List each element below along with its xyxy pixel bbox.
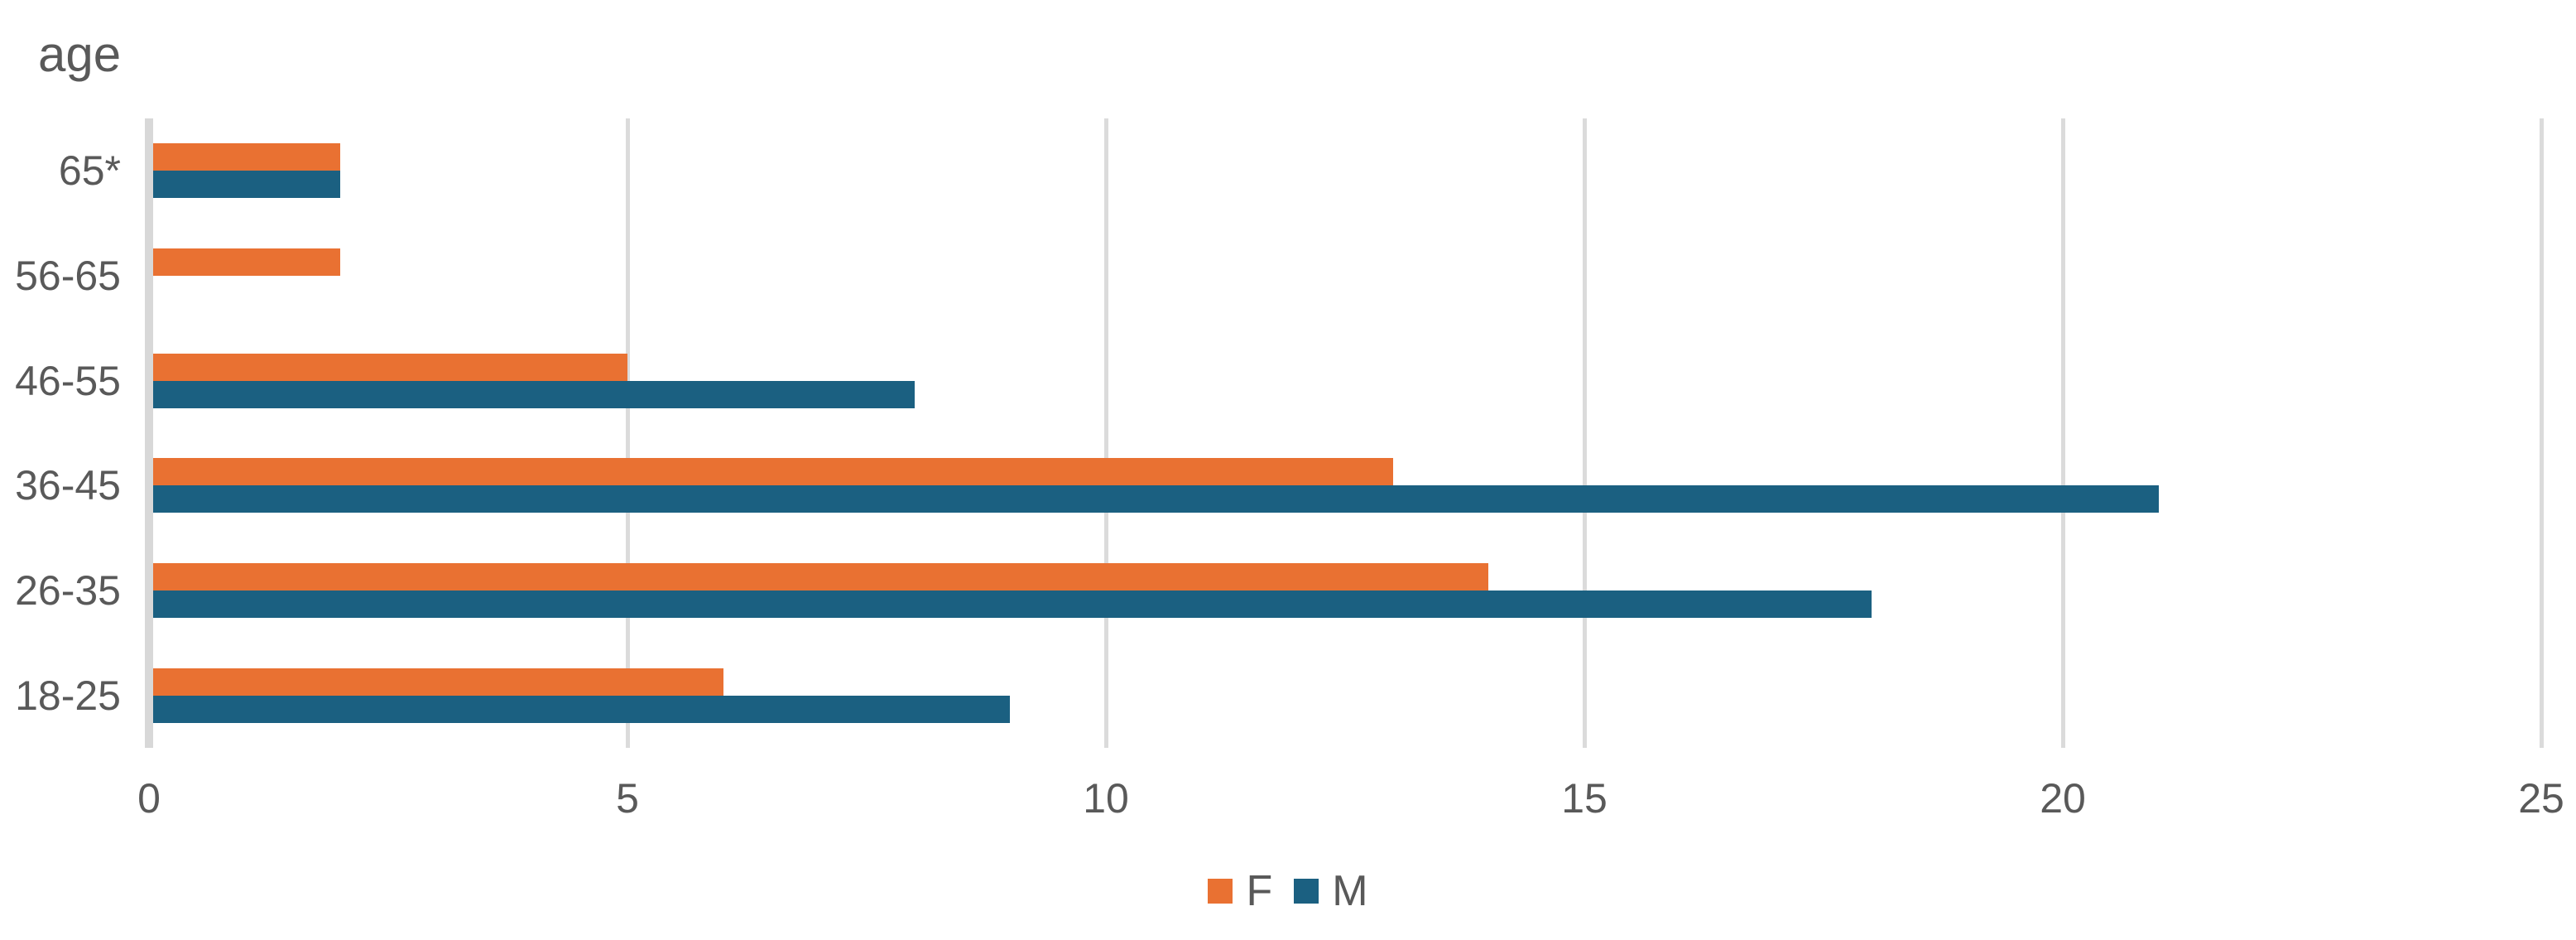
bar-f-18-25 <box>153 668 723 696</box>
legend-label-m: M <box>1332 867 1368 915</box>
bar-f-46-55 <box>153 353 627 381</box>
legend-swatch-f <box>1208 879 1233 904</box>
y-axis-label-1: 56-65 <box>15 253 121 299</box>
x-axis-tick-label-10: 10 <box>1083 775 1129 822</box>
x-axis-tick-label-20: 20 <box>2040 775 2086 822</box>
bar-m-36-45 <box>153 485 2159 513</box>
gridline-20 <box>2060 118 2065 748</box>
gridline-25 <box>2539 118 2544 748</box>
bar-f-65* <box>153 143 341 171</box>
gridline-10 <box>1103 118 1108 748</box>
x-axis-tick-label-0: 0 <box>137 775 161 822</box>
legend-item-f: F <box>1208 866 1272 916</box>
bar-m-18-25 <box>153 695 1011 723</box>
bar-m-65* <box>153 171 341 199</box>
legend-item-m: M <box>1294 866 1368 916</box>
gridline-15 <box>1582 118 1587 748</box>
y-axis-label-3: 36-45 <box>15 462 121 509</box>
x-axis-tick-label-15: 15 <box>1561 775 1608 822</box>
legend-swatch-m <box>1294 879 1319 904</box>
gridline-5 <box>625 118 630 748</box>
y-axis-label-0: 65* <box>58 147 121 195</box>
y-axis-label-5: 18-25 <box>15 672 121 719</box>
x-axis-tick-label-25: 25 <box>2518 775 2564 822</box>
y-axis-label-4: 26-35 <box>15 567 121 614</box>
chart-title: age <box>38 27 122 82</box>
y-axis-label-2: 46-55 <box>15 357 121 404</box>
bar-f-56-65 <box>153 248 341 276</box>
y-axis-line <box>145 118 153 748</box>
x-axis-tick-label-5: 5 <box>616 775 639 822</box>
bar-m-26-35 <box>153 591 1872 618</box>
bar-f-36-45 <box>153 458 1393 486</box>
bar-f-26-35 <box>153 563 1489 591</box>
bar-m-46-55 <box>153 380 915 408</box>
legend-label-f: F <box>1246 867 1273 915</box>
